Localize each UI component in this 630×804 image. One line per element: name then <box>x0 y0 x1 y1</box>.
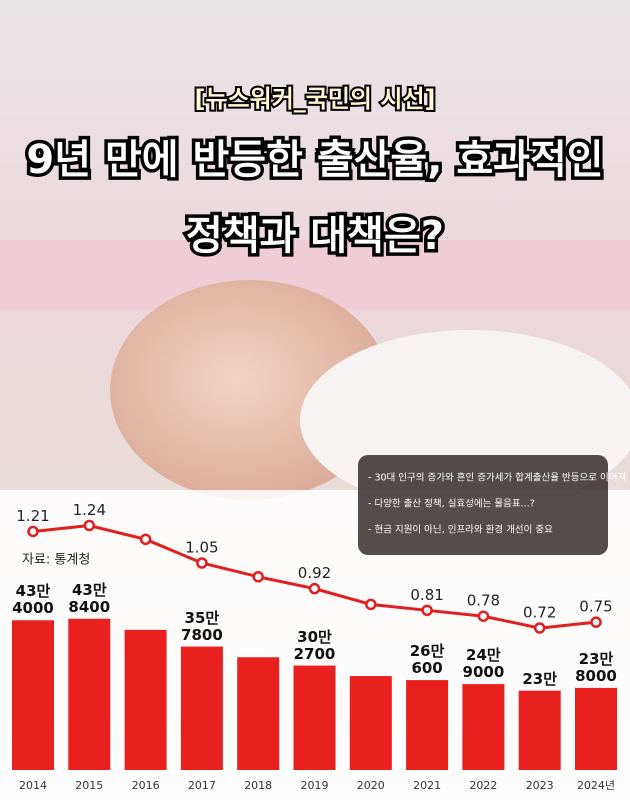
x-tick-label: 2020 <box>357 779 385 792</box>
bar-value-label: 30만 2700 <box>293 627 336 663</box>
line-point <box>83 519 96 532</box>
bullet: - 현금 지원이 아닌, 인프라와 환경 개선이 중요 <box>368 524 553 536</box>
line-point <box>139 533 152 546</box>
bar <box>518 690 561 770</box>
line-value-label: 1.05 <box>185 539 218 557</box>
bar <box>349 676 392 770</box>
x-tick-label: 2019 <box>301 779 329 792</box>
header-tag: [뉴스워커_국민의 시선] <box>194 85 435 113</box>
x-tick-label: 2023 <box>526 779 554 792</box>
bar-value-label: 35만 7800 <box>181 608 223 644</box>
line-point <box>477 610 490 622</box>
line-value-label: 0.72 <box>523 604 556 622</box>
source: 자료: 통계청 <box>22 553 90 568</box>
x-tick-label: 2022 <box>469 779 497 792</box>
x-tick-label: 2016 <box>132 779 160 792</box>
line-value-label: 0.78 <box>467 592 500 610</box>
x-tick-label: 2024년 <box>577 779 615 792</box>
bullet: - 다양한 출산 정책, 실효성에는 물음표...? <box>368 499 535 510</box>
x-tick-label: 2021 <box>413 779 441 792</box>
bullet: - 30대 인구의 증가와 혼인 증가세가 합계출산율 반등으로 이어져 <box>368 472 626 484</box>
bar <box>180 646 223 770</box>
bar-value-label: 43만 8400 <box>68 580 111 616</box>
bar-value-label: 24만 9000 <box>462 646 505 682</box>
title-line: 9년 만에 반등한 출산율, 효과적인 <box>26 137 603 183</box>
bar-value-label: 23만 8000 <box>575 649 617 685</box>
x-tick-label: 2014 <box>19 779 47 792</box>
bar <box>124 629 167 770</box>
bar-value-label: 43만 4000 <box>12 582 54 618</box>
bar <box>68 618 111 770</box>
bar <box>237 657 280 770</box>
bar <box>462 684 505 770</box>
bullet-box <box>358 455 608 555</box>
bar-value-label: 26만 600 <box>409 642 445 678</box>
x-tick-label: 2015 <box>75 779 103 792</box>
line-point <box>308 582 321 595</box>
line-point <box>590 616 602 628</box>
line-value-label: 0.75 <box>579 598 612 616</box>
bar-value-label: 23만 <box>522 669 558 688</box>
bar <box>406 680 449 770</box>
line-value-label: 0.81 <box>410 586 443 604</box>
bar <box>293 665 336 770</box>
bar <box>12 620 54 770</box>
line-point <box>27 525 39 538</box>
line-value-label: 0.92 <box>298 564 331 582</box>
bar <box>575 687 617 770</box>
line-value-label: 1.24 <box>73 501 106 519</box>
line-value-label: 1.21 <box>16 507 49 525</box>
line-point <box>533 622 546 634</box>
line-point <box>421 604 433 617</box>
line-point <box>252 571 264 583</box>
x-tick-label: 2017 <box>188 779 216 792</box>
line-point <box>365 598 377 611</box>
line-point <box>196 557 208 569</box>
x-tick-label: 2018 <box>244 779 272 792</box>
title-line: 정책과 대책은? <box>186 213 444 259</box>
